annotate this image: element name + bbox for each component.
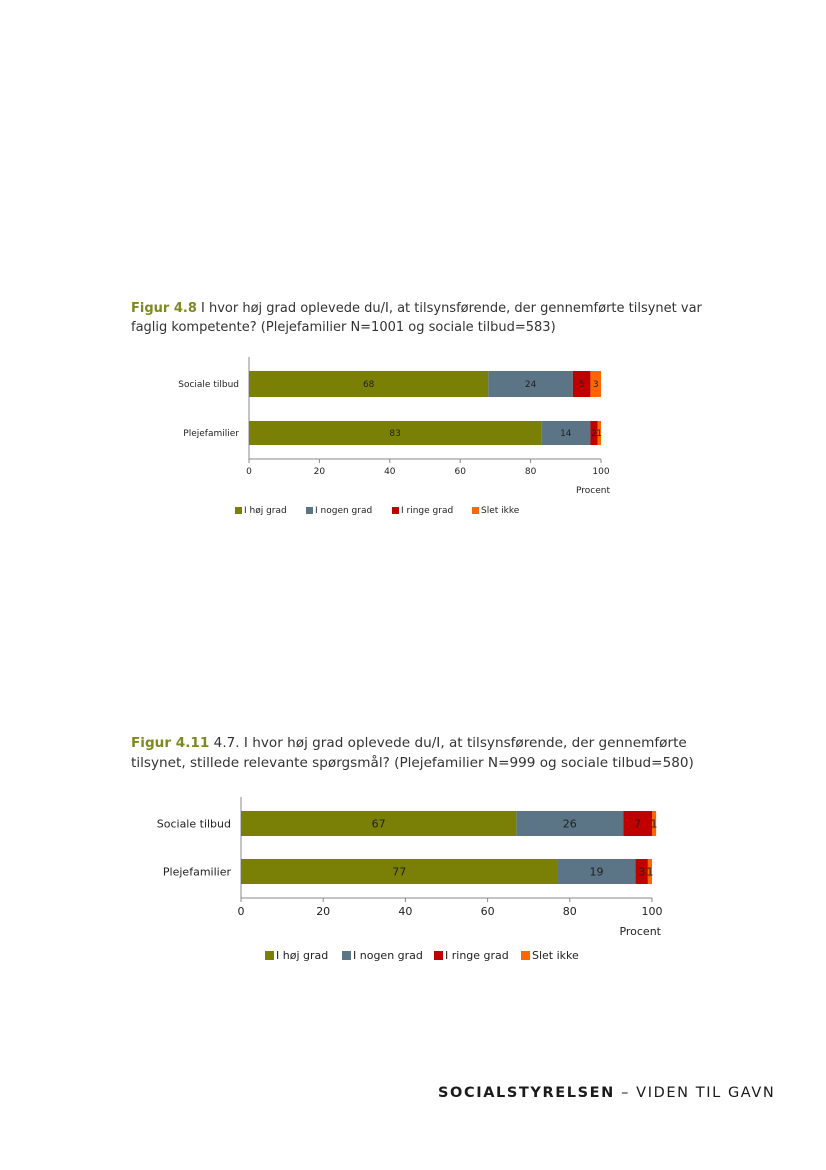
bar-segment: [541, 421, 591, 445]
bar-segment: [241, 811, 517, 836]
bar-segment: [557, 859, 636, 884]
footer-brand-name: SOCIALSTYRELSEN: [438, 1085, 615, 1101]
x-tick-label: 20: [316, 905, 330, 918]
data-label: 1: [596, 429, 602, 439]
legend-swatch: [521, 951, 530, 960]
bar-segment: [623, 811, 652, 836]
x-tick-label: 40: [398, 905, 412, 918]
data-label: 3: [638, 865, 645, 878]
bar-segment: [652, 811, 657, 836]
data-label: 24: [525, 380, 537, 390]
category-label: Plejefamilier: [163, 865, 232, 878]
x-tick-label: 60: [481, 905, 495, 918]
x-tick-label: 40: [384, 467, 396, 477]
x-tick-label: 80: [563, 905, 577, 918]
x-tick-label: 100: [642, 905, 663, 918]
legend-swatch: [392, 507, 399, 514]
x-tick-label: 0: [238, 905, 245, 918]
bar-segment: [647, 859, 652, 884]
data-label: 68: [363, 380, 375, 390]
footer-tagline: – VIDEN TIL GAVN: [614, 1085, 776, 1101]
legend-swatch: [434, 951, 443, 960]
bar-segment: [590, 371, 601, 397]
legend-swatch: [265, 951, 274, 960]
legend-label: I ringe grad: [445, 949, 509, 962]
data-label: 5: [579, 380, 585, 390]
legend-label: I nogen grad: [315, 506, 372, 516]
legend-label: I høj grad: [244, 506, 287, 516]
figure-title: I hvor høj grad oplevede du/I, at tilsyn…: [131, 301, 702, 335]
x-tick-label: 0: [246, 467, 252, 477]
x-tick-label: 60: [454, 467, 466, 477]
legend-label: I nogen grad: [353, 949, 423, 962]
data-label: 19: [590, 865, 604, 878]
bar-segment: [635, 859, 648, 884]
figure-caption-4-11: Figur 4.11 4.7. I hvor høj grad oplevede…: [131, 733, 731, 773]
figure-title: 4.7. I hvor høj grad oplevede du/I, at t…: [131, 735, 694, 771]
bar-segment: [249, 421, 542, 445]
legend-swatch: [472, 507, 479, 514]
figure-number: Figur 4.11: [131, 735, 210, 751]
data-label: 14: [560, 429, 572, 439]
data-label: 67: [372, 817, 386, 830]
data-label: 1: [646, 865, 653, 878]
data-label: 26: [563, 817, 577, 830]
bar-segment: [241, 859, 558, 884]
data-label: 2: [591, 429, 597, 439]
bar-segment: [572, 371, 591, 397]
bar-segment: [488, 371, 573, 397]
legend-label: I ringe grad: [401, 506, 453, 516]
category-label: Plejefamilier: [183, 429, 239, 439]
category-label: Sociale tilbud: [157, 817, 231, 830]
bar-segment: [516, 811, 624, 836]
legend-swatch: [306, 507, 313, 514]
legend-swatch: [235, 507, 242, 514]
legend-swatch: [342, 951, 351, 960]
x-axis-title: Procent: [576, 486, 610, 496]
x-tick-label: 100: [592, 467, 609, 477]
x-axis-title: Procent: [619, 925, 661, 938]
bar-segment: [597, 421, 601, 445]
figure-number: Figur 4.8: [131, 301, 197, 316]
data-label: 83: [389, 429, 400, 439]
x-tick-label: 20: [314, 467, 326, 477]
x-tick-label: 80: [525, 467, 537, 477]
legend-label: Slet ikke: [481, 506, 520, 516]
legend-label: I høj grad: [276, 949, 328, 962]
category-label: Sociale tilbud: [178, 380, 239, 390]
data-label: 1: [651, 817, 658, 830]
bar-segment: [249, 371, 489, 397]
bar-segment: [590, 421, 598, 445]
legend-label: Slet ikke: [532, 949, 579, 962]
data-label: 3: [593, 380, 599, 390]
data-label: 7: [634, 817, 641, 830]
data-label: 77: [392, 865, 406, 878]
footer-brand: SOCIALSTYRELSEN – VIDEN TIL GAVN: [438, 1085, 774, 1101]
figure-caption-4-8: Figur 4.8 I hvor høj grad oplevede du/I,…: [131, 299, 731, 337]
